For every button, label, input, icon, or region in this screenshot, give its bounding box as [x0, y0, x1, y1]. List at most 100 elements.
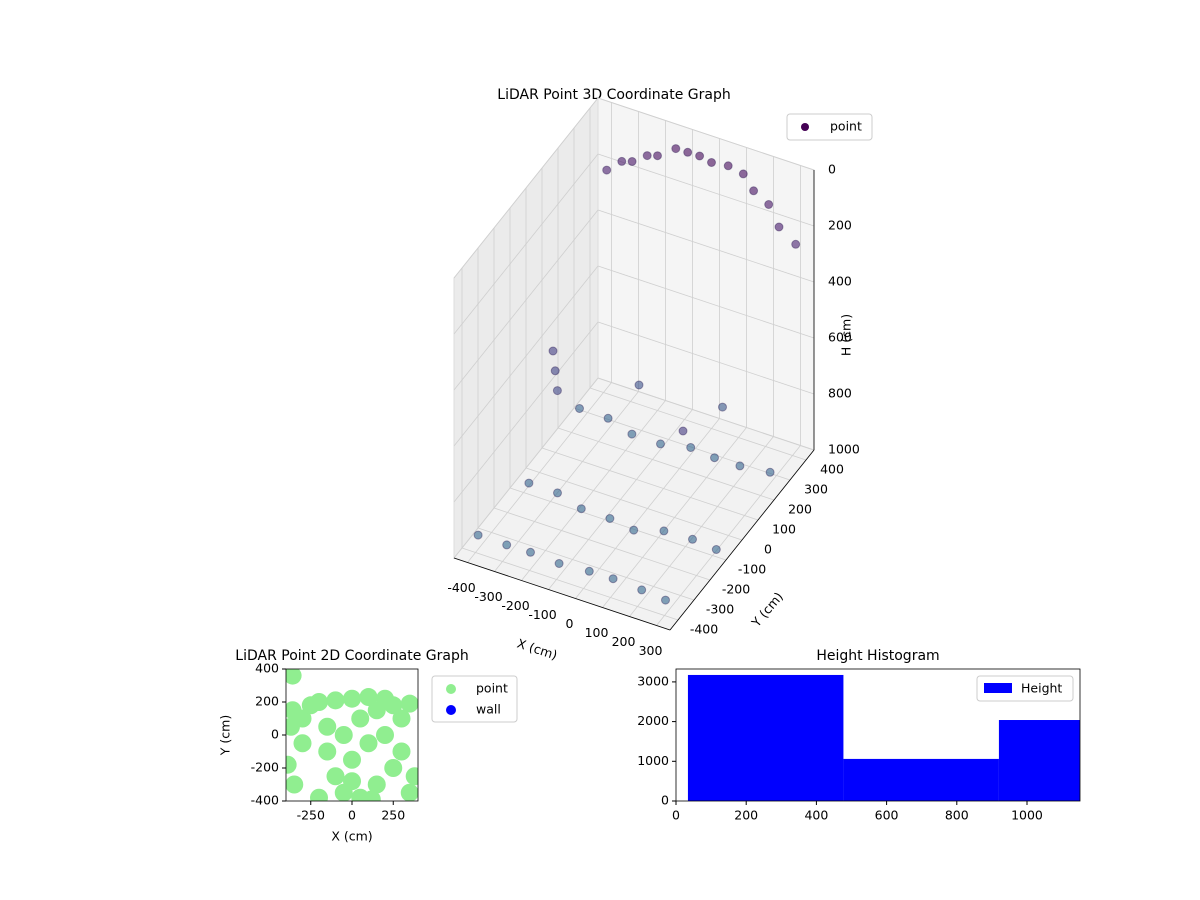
y-tick-label: 0: [764, 542, 772, 557]
grid-line: [541, 447, 759, 521]
point: [343, 689, 361, 708]
point: [318, 717, 337, 736]
y-tick-label: -300: [706, 602, 734, 617]
y-tick-label: 3000: [637, 673, 669, 688]
point: [392, 742, 411, 761]
point: [678, 426, 688, 436]
point: [695, 151, 705, 161]
z-tick-label: 400: [828, 274, 852, 289]
y-tick-label: 400: [820, 462, 844, 477]
point: [502, 540, 512, 550]
point: [400, 783, 418, 801]
point: [362, 790, 381, 801]
point: [711, 545, 721, 554]
legend-label: Height: [1021, 681, 1062, 696]
legend-marker: [446, 705, 456, 715]
grid-line: [509, 487, 727, 561]
x-tick-label: -400: [447, 580, 475, 595]
point: [326, 767, 345, 786]
grid-line: [453, 153, 599, 335]
legend-marker: [446, 684, 456, 694]
y-tick-label: 1000: [637, 753, 669, 768]
point: [550, 366, 560, 376]
grid-line: [453, 97, 599, 279]
grid-line: [557, 427, 775, 501]
point: [718, 402, 727, 412]
grid-line: [525, 467, 743, 541]
x-tick-label: 400: [804, 808, 828, 823]
grid-line: [597, 377, 815, 451]
grid-line: [589, 387, 807, 461]
axis-line: [669, 449, 815, 631]
x-tick-label: -100: [528, 607, 556, 622]
plot-histogram: 0 200 400 600 800 1000 0 1000 2000 3000 Height: [637, 668, 1081, 823]
z-tick-label: 1000: [828, 442, 860, 457]
point: [473, 530, 483, 540]
z-tick-label: 200: [828, 218, 852, 233]
point: [376, 726, 394, 744]
x-tick-label: 0: [348, 808, 356, 823]
point: [405, 767, 418, 786]
point: [608, 574, 618, 584]
point: [400, 694, 418, 713]
point: [683, 147, 693, 157]
legend-box: [976, 675, 1074, 702]
point: [765, 467, 775, 477]
point: [603, 413, 613, 423]
point: [286, 775, 304, 794]
point: [710, 453, 719, 463]
legend-marker: [801, 123, 809, 131]
point: [526, 547, 535, 557]
y-tick-label: 400: [255, 661, 279, 676]
point: [343, 772, 361, 791]
point: [286, 669, 302, 685]
grid-line: [453, 209, 599, 391]
point: [351, 709, 370, 728]
chart-title: Height Histogram: [816, 648, 939, 664]
chart-title: LiDAR Point 3D Coordinate Graph: [497, 87, 730, 103]
grid-line: [597, 209, 815, 283]
z-tick-label: 800: [828, 386, 852, 401]
point: [575, 404, 584, 413]
x-tick-label: 100: [585, 625, 609, 640]
point: [617, 156, 627, 166]
point: [791, 239, 801, 249]
y-tick-label: -400: [690, 622, 718, 637]
y-tick-label: -200: [722, 582, 750, 597]
point: [637, 585, 647, 595]
chart-title: LiDAR Point 2D Coordinate Graph: [235, 648, 468, 664]
x-tick-label: -250: [297, 808, 325, 823]
legend-label: point: [830, 119, 862, 134]
y-tick-label: 200: [255, 694, 279, 709]
plot-2d: -250 0 250 -400 -200 0 200 400 X (cm) Y (cm) point…: [218, 661, 518, 844]
legend-box: [786, 113, 873, 141]
grid-line: [597, 97, 815, 171]
point: [310, 693, 328, 711]
point: [548, 346, 558, 356]
x-tick-label: 1000: [1011, 808, 1043, 823]
y-tick-label: 0: [271, 727, 279, 742]
point: [634, 380, 644, 390]
grid-line: [453, 321, 599, 503]
point: [584, 566, 594, 576]
legend-label: wall: [476, 702, 501, 717]
point: [627, 157, 637, 166]
y-tick-label: -100: [738, 562, 766, 577]
axis-line: [453, 557, 671, 631]
point: [723, 161, 733, 171]
x-tick-label: -300: [474, 589, 502, 604]
y-tick-label: 100: [772, 522, 796, 537]
x-tick-label: 600: [875, 808, 899, 823]
point: [605, 514, 615, 523]
point: [627, 429, 637, 439]
point: [293, 734, 312, 753]
grid-line: [597, 153, 815, 227]
point: [688, 534, 697, 544]
point: [656, 439, 665, 449]
y-tick-label: 2000: [637, 713, 669, 728]
y-axis-label: Y (cm): [218, 715, 233, 756]
grid-line: [597, 321, 815, 395]
bar: [843, 758, 999, 801]
grid-line: [493, 507, 711, 581]
